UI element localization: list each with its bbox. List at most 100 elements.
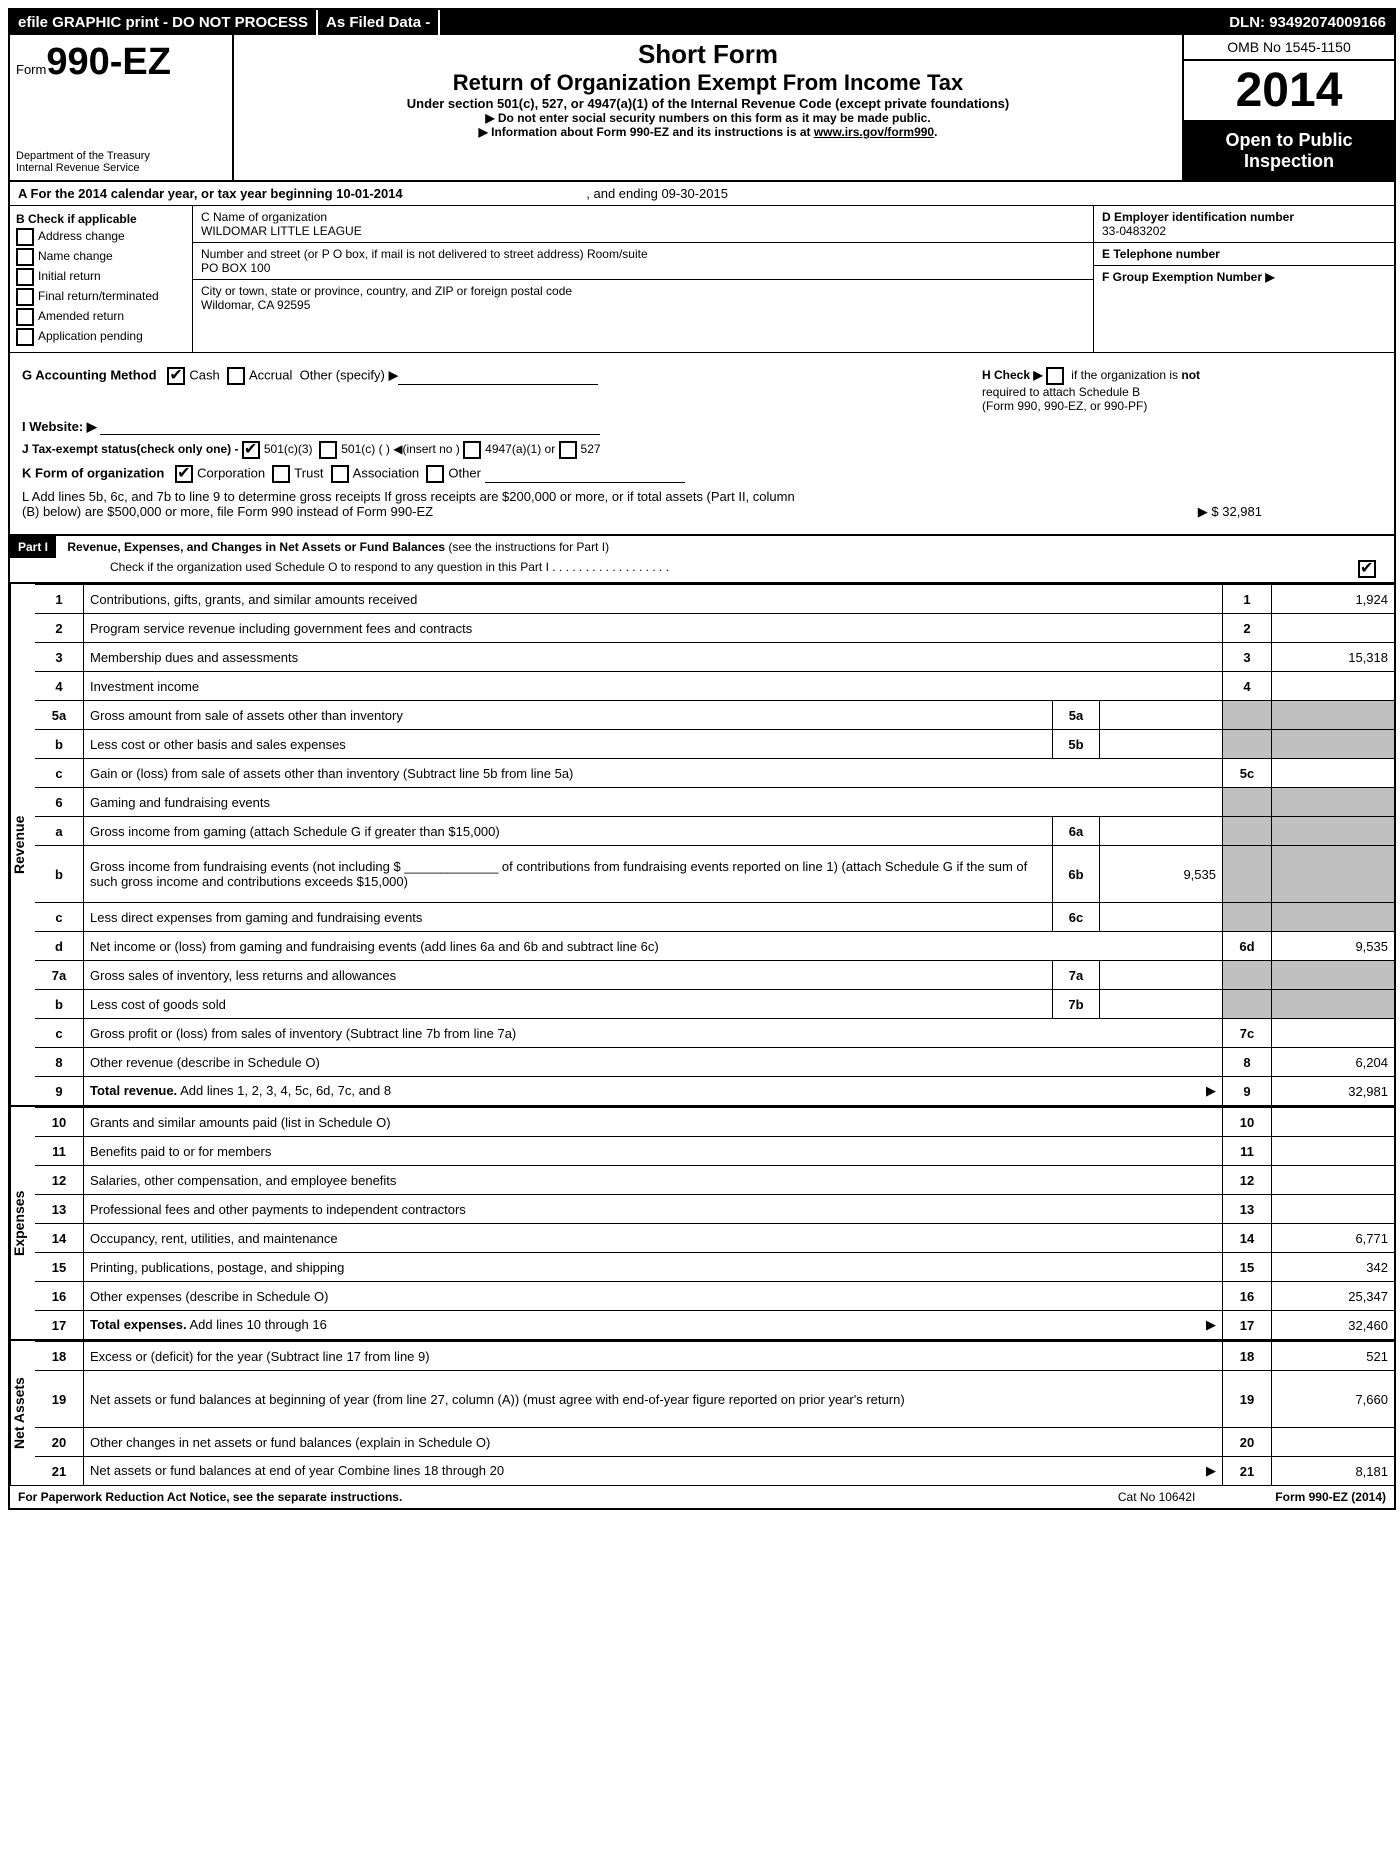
- other-specify-field[interactable]: [398, 370, 598, 385]
- line-description: Other changes in net assets or fund bala…: [84, 1428, 1223, 1457]
- line-number: 2: [35, 614, 84, 643]
- website-field[interactable]: [100, 420, 600, 435]
- line-ref: 19: [1223, 1371, 1272, 1428]
- sub-line-amount: 9,535: [1100, 846, 1223, 903]
- checkbox-icon[interactable]: [16, 268, 34, 286]
- street-cell: Number and street (or P O box, if mail i…: [193, 243, 1093, 280]
- line-number: 12: [35, 1166, 84, 1195]
- line-amount: 32,460: [1272, 1311, 1395, 1340]
- checkbox-h-icon[interactable]: [1046, 367, 1064, 385]
- checkbox-icon[interactable]: [16, 288, 34, 306]
- line-amount-shaded: [1272, 903, 1395, 932]
- efile-notice: efile GRAPHIC print - DO NOT PROCESS: [10, 10, 318, 35]
- checkbox-501c-icon[interactable]: [319, 441, 337, 459]
- line-row: 9Total revenue. Add lines 1, 2, 3, 4, 5c…: [35, 1077, 1394, 1106]
- sub-line-number: 7b: [1053, 990, 1100, 1019]
- line-description: Gaming and fundraising events: [84, 788, 1223, 817]
- line-description: Printing, publications, postage, and shi…: [84, 1253, 1223, 1282]
- section-b-through-f: B Check if applicable Address change Nam…: [10, 206, 1394, 353]
- section-expenses: Expenses10Grants and similar amounts pai…: [10, 1105, 1394, 1339]
- sub-line-number: 5a: [1053, 701, 1100, 730]
- irs-link[interactable]: www.irs.gov/form990: [814, 125, 934, 139]
- checkbox-icon[interactable]: [16, 248, 34, 266]
- checkbox-cash-icon[interactable]: [167, 367, 185, 385]
- line-amount: [1272, 614, 1395, 643]
- line-number: 16: [35, 1282, 84, 1311]
- checkbox-schedule-o-icon[interactable]: [1358, 560, 1376, 578]
- checkbox-icon[interactable]: [16, 328, 34, 346]
- line-number: 6: [35, 788, 84, 817]
- checkbox-icon[interactable]: [16, 308, 34, 326]
- checkbox-assoc-icon[interactable]: [331, 465, 349, 483]
- line-number: 7a: [35, 961, 84, 990]
- paperwork-notice: For Paperwork Reduction Act Notice, see …: [18, 1490, 402, 1504]
- line-description: Gross amount from sale of assets other t…: [84, 701, 1053, 730]
- line-number: a: [35, 817, 84, 846]
- asfiled-label: As Filed Data -: [318, 10, 440, 35]
- cb-initial-return: Initial return: [16, 268, 186, 286]
- form-990ez-page: efile GRAPHIC print - DO NOT PROCESS As …: [8, 8, 1396, 1510]
- row-j-tax-exempt: J Tax-exempt status(check only one) - 50…: [22, 441, 1382, 459]
- line-description: Less cost or other basis and sales expen…: [84, 730, 1053, 759]
- page-footer: For Paperwork Reduction Act Notice, see …: [10, 1485, 1394, 1508]
- line-row: 19Net assets or fund balances at beginni…: [35, 1371, 1394, 1428]
- cb-name-change: Name change: [16, 248, 186, 266]
- line-row: 13Professional fees and other payments t…: [35, 1195, 1394, 1224]
- line-amount: [1272, 1137, 1395, 1166]
- line-ref: 17: [1223, 1311, 1272, 1340]
- line-number: 14: [35, 1224, 84, 1253]
- checkbox-527-icon[interactable]: [559, 441, 577, 459]
- line-row: bGross income from fundraising events (n…: [35, 846, 1394, 903]
- line-amount-shaded: [1272, 730, 1395, 759]
- line-number: 9: [35, 1077, 84, 1106]
- line-ref-shaded: [1223, 990, 1272, 1019]
- cb-final-return: Final return/terminated: [16, 288, 186, 306]
- section-vertical-label: Net Assets: [10, 1341, 35, 1485]
- line-ref: 6d: [1223, 932, 1272, 961]
- sub-line-number: 5b: [1053, 730, 1100, 759]
- line-ref: 13: [1223, 1195, 1272, 1224]
- line-row: cLess direct expenses from gaming and fu…: [35, 903, 1394, 932]
- line-number: 11: [35, 1137, 84, 1166]
- telephone-cell: E Telephone number: [1094, 243, 1394, 266]
- org-name-cell: C Name of organization WILDOMAR LITTLE L…: [193, 206, 1093, 243]
- line-number: c: [35, 759, 84, 788]
- short-form-title: Short Form: [244, 39, 1172, 70]
- line-amount-shaded: [1272, 961, 1395, 990]
- line-amount-shaded: [1272, 817, 1395, 846]
- column-b-checkboxes: B Check if applicable Address change Nam…: [10, 206, 193, 352]
- line-amount-shaded: [1272, 990, 1395, 1019]
- line-ref-shaded: [1223, 701, 1272, 730]
- line-description: Gross income from fundraising events (no…: [84, 846, 1053, 903]
- line-number: b: [35, 846, 84, 903]
- line-amount-shaded: [1272, 846, 1395, 903]
- line-number: 1: [35, 585, 84, 614]
- line-description: Investment income: [84, 672, 1223, 701]
- line-row: cGain or (loss) from sale of assets othe…: [35, 759, 1394, 788]
- line-number: d: [35, 932, 84, 961]
- checkbox-501c3-icon[interactable]: [242, 441, 260, 459]
- other-org-field[interactable]: [485, 468, 685, 483]
- sub-line-number: 7a: [1053, 961, 1100, 990]
- line-ref-shaded: [1223, 903, 1272, 932]
- line-amount: 7,660: [1272, 1371, 1395, 1428]
- line-description: Gross income from gaming (attach Schedul…: [84, 817, 1053, 846]
- sub-line-amount: [1100, 701, 1223, 730]
- line-amount: 1,924: [1272, 585, 1395, 614]
- checkbox-other-icon[interactable]: [426, 465, 444, 483]
- ssn-note: ▶ Do not enter social security numbers o…: [244, 111, 1172, 125]
- checkbox-accrual-icon[interactable]: [227, 367, 245, 385]
- department: Department of the Treasury Internal Reve…: [16, 150, 226, 174]
- line-ref: 21: [1223, 1457, 1272, 1486]
- checkbox-corp-icon[interactable]: [175, 465, 193, 483]
- line-row: cGross profit or (loss) from sales of in…: [35, 1019, 1394, 1048]
- checkbox-trust-icon[interactable]: [272, 465, 290, 483]
- line-amount: 8,181: [1272, 1457, 1395, 1486]
- street-value: PO BOX 100: [201, 261, 1085, 275]
- line-description: Occupancy, rent, utilities, and maintena…: [84, 1224, 1223, 1253]
- checkbox-icon[interactable]: [16, 228, 34, 246]
- line-description: Gain or (loss) from sale of assets other…: [84, 759, 1223, 788]
- line-ref-shaded: [1223, 961, 1272, 990]
- line-amount: [1272, 1166, 1395, 1195]
- checkbox-4947-icon[interactable]: [463, 441, 481, 459]
